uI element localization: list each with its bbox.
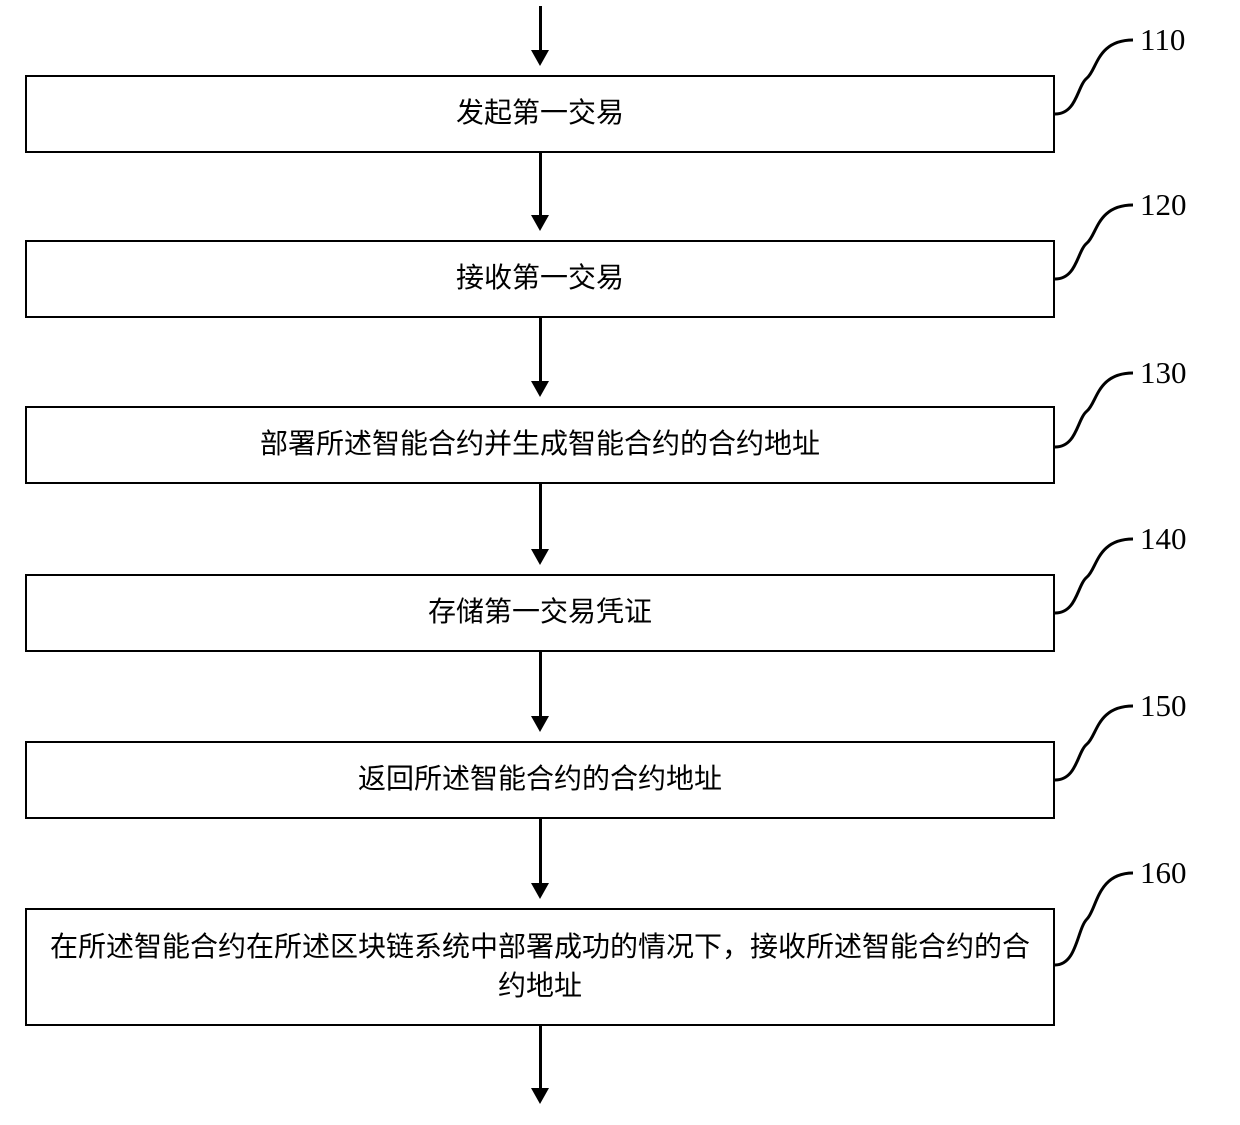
curve-5 [1055,704,1140,784]
arrow-line-3 [539,484,542,549]
flow-node-2-text: 接收第一交易 [456,259,624,298]
flow-node-4: 存储第一交易凭证 [25,574,1055,652]
arrow-line-5 [539,819,542,883]
curve-1 [1055,38,1140,118]
flow-node-4-text: 存储第一交易凭证 [428,593,652,632]
flow-node-6: 在所述智能合约在所述区块链系统中部署成功的情况下，接收所述智能合约的合约地址 [25,908,1055,1026]
arrow-line-2 [539,318,542,381]
flow-node-1: 发起第一交易 [25,75,1055,153]
flowchart-diagram: 发起第一交易 接收第一交易 部署所述智能合约并生成智能合约的合约地址 存储第一交… [0,0,1240,1125]
step-label-3: 130 [1140,355,1187,391]
step-label-1: 110 [1140,22,1185,58]
arrow-head-3 [531,549,549,565]
arrow-head-2 [531,381,549,397]
flow-node-3: 部署所述智能合约并生成智能合约的合约地址 [25,406,1055,484]
arrow-head-5 [531,883,549,899]
arrow-line-0 [539,6,542,50]
arrow-head-4 [531,716,549,732]
flow-node-2: 接收第一交易 [25,240,1055,318]
flow-node-6-text: 在所述智能合约在所述区块链系统中部署成功的情况下，接收所述智能合约的合约地址 [47,928,1033,1006]
curve-6 [1055,871,1140,969]
arrow-line-1 [539,153,542,215]
arrow-head-1 [531,215,549,231]
curve-2 [1055,203,1140,283]
arrow-line-6 [539,1026,542,1088]
step-label-6: 160 [1140,855,1187,891]
flow-node-3-text: 部署所述智能合约并生成智能合约的合约地址 [260,425,820,464]
flow-node-1-text: 发起第一交易 [456,94,624,133]
flow-node-5-text: 返回所述智能合约的合约地址 [358,760,722,799]
arrow-line-4 [539,652,542,716]
curve-4 [1055,537,1140,617]
curve-3 [1055,371,1140,451]
arrow-head-6 [531,1088,549,1104]
flow-node-5: 返回所述智能合约的合约地址 [25,741,1055,819]
step-label-4: 140 [1140,521,1187,557]
arrow-head-0 [531,50,549,66]
step-label-5: 150 [1140,688,1187,724]
step-label-2: 120 [1140,187,1187,223]
